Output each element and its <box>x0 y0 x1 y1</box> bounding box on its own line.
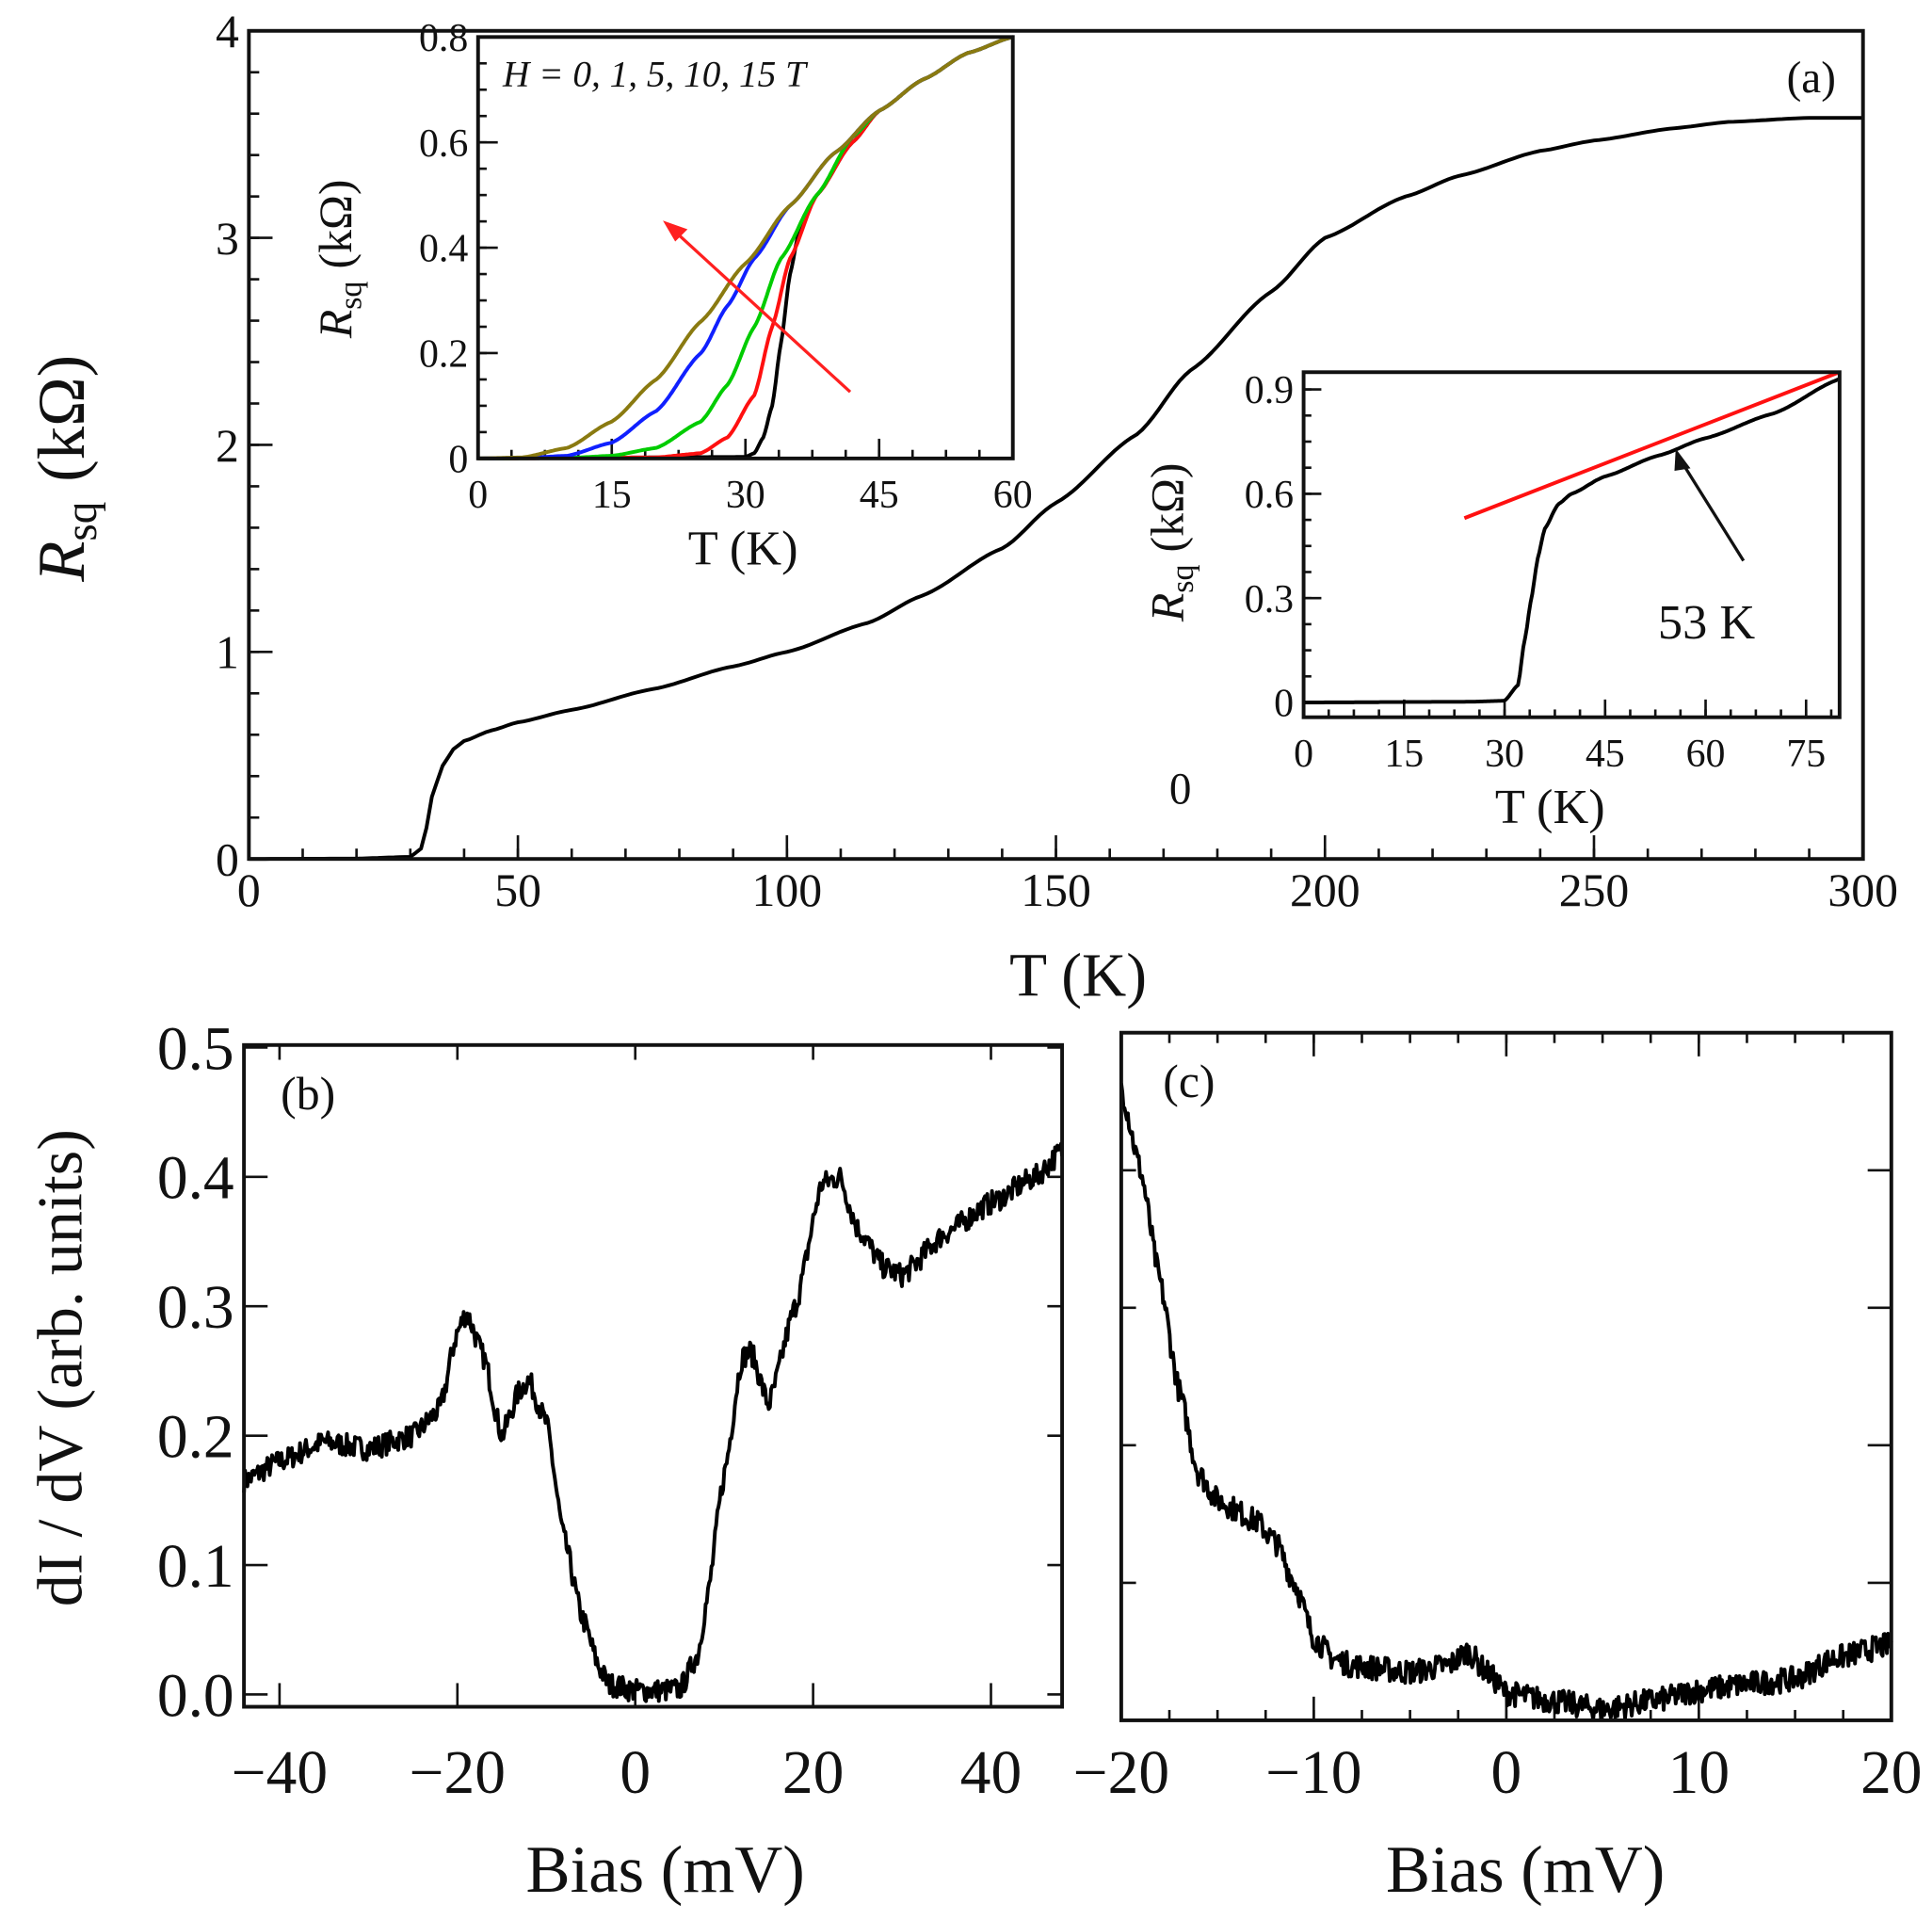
y-tick-label: 0.5 <box>157 1015 234 1083</box>
y-tick-label: 0.1 <box>157 1533 234 1601</box>
y-tick-label: 0 <box>216 834 239 886</box>
stray-zero-label: 0 <box>1169 765 1192 814</box>
y-tick-label: 0.8 <box>419 17 468 60</box>
panel-b-ylabel: dI / dV (arb. units) <box>24 1129 95 1606</box>
x-tick-label: 0 <box>237 864 261 916</box>
x-tick-label: −20 <box>1073 1739 1169 1807</box>
plot-frame <box>247 28 1865 862</box>
x-tick-label: −20 <box>410 1739 506 1807</box>
plot-frame <box>242 1042 1065 1709</box>
x-tick-label: 45 <box>1586 733 1625 776</box>
y-tick-label: 3 <box>216 213 239 265</box>
x-tick-label: 20 <box>1860 1739 1922 1807</box>
x-tick-label: −40 <box>232 1739 328 1807</box>
x-tick-label: 300 <box>1827 864 1898 916</box>
panel-b: −40 −20 0 20 40 0.0 0.1 0.2 0.3 0.4 0.5 <box>157 1015 1065 1807</box>
x-tick-label: 75 <box>1786 733 1826 776</box>
y-tick-label: 0 <box>1274 683 1294 726</box>
y-tick-label: 0.9 <box>1245 369 1294 412</box>
x-tick-label: 100 <box>752 864 823 916</box>
x-tick-label: 0 <box>1294 733 1313 776</box>
x-tick-label: 0 <box>620 1739 651 1807</box>
x-tick-label: 20 <box>782 1739 844 1807</box>
series-line-di-dv <box>242 1141 1065 1703</box>
y-tick-label: 0 <box>448 439 468 482</box>
series-line-rsq <box>1303 377 1841 704</box>
inset-field-xlabel: T (K) <box>688 521 798 575</box>
panel-c-label: (c) <box>1163 1056 1215 1107</box>
x-tick-label: 10 <box>1668 1739 1730 1807</box>
panel-b-xlabel: Bias (mV) <box>526 1833 805 1907</box>
series-line-linear-fit <box>1463 370 1841 521</box>
y-tick-label: 4 <box>216 6 239 57</box>
x-tick-label: 50 <box>494 864 541 916</box>
y-tick-label: 0.3 <box>1245 578 1294 621</box>
inset-field-title: H = 0, 1, 5, 10, 15 T <box>502 55 809 95</box>
inset-linear-xlabel: T (K) <box>1495 780 1605 834</box>
x-tick-label: 40 <box>960 1739 1022 1807</box>
inset-linear-ylabel: Rsq(kΩ) <box>1141 463 1199 623</box>
inset-field-dependence: 0 15 30 45 60 0 0.2 0.4 0.6 0.8 <box>419 17 1033 517</box>
plot-frame <box>475 35 1015 460</box>
inset-background <box>477 37 1013 459</box>
y-tick-label: 0.4 <box>157 1145 234 1213</box>
annotation-53K: 53 K <box>1658 595 1755 650</box>
y-tick-label: 0.2 <box>419 333 468 377</box>
inset-background <box>1303 372 1840 718</box>
y-tick-label: 0.0 <box>157 1662 234 1730</box>
series-line-di-dv <box>1119 1083 1893 1722</box>
y-tick-label: 0.6 <box>419 122 468 166</box>
x-tick-label: 60 <box>1686 733 1726 776</box>
x-tick-label: 60 <box>993 474 1033 517</box>
series-line-rsq <box>249 116 1863 862</box>
panel-c: −20 −10 0 10 20 <box>1073 1030 1923 1807</box>
plot-frame <box>1301 370 1842 719</box>
x-tick-label: 250 <box>1559 864 1630 916</box>
x-tick-label: 15 <box>592 474 632 517</box>
inset-linear-fit: 0 15 30 45 60 75 0 0.3 0.6 0.9 <box>1245 369 1842 776</box>
x-tick-label: 45 <box>860 474 899 517</box>
y-tick-label: 2 <box>216 420 239 472</box>
panel-b-label: (b) <box>281 1068 335 1120</box>
y-tick-label: 0.2 <box>157 1404 234 1472</box>
y-tick-label: 0.3 <box>157 1274 234 1342</box>
x-tick-label: 30 <box>726 474 765 517</box>
panel-a-ylabel: Rsq(kΩ) <box>25 355 106 583</box>
series-line-15-t <box>477 35 1014 460</box>
plot-frame <box>1119 1030 1893 1722</box>
arrowhead-icon <box>663 220 688 242</box>
y-tick-label: 0.6 <box>1245 474 1294 517</box>
field-direction-arrow <box>674 230 852 394</box>
x-tick-label: 0 <box>1490 1739 1521 1807</box>
x-tick-label: 150 <box>1021 864 1091 916</box>
x-tick-label: 15 <box>1384 733 1424 776</box>
annotation-arrow <box>1680 460 1746 562</box>
inset-field-ylabel: Rsq(kΩ) <box>310 180 368 340</box>
y-tick-label: 0.4 <box>419 228 468 271</box>
x-tick-label: −10 <box>1265 1739 1361 1807</box>
x-tick-label: 30 <box>1485 733 1524 776</box>
x-tick-label: 0 <box>468 474 488 517</box>
y-tick-label: 1 <box>216 627 239 679</box>
panel-c-xlabel: Bias (mV) <box>1386 1833 1665 1907</box>
panel-a-xlabel: T (K) <box>1009 942 1147 1009</box>
x-tick-label: 200 <box>1290 864 1360 916</box>
arrowhead-icon <box>1674 448 1691 471</box>
panel-a-label: (a) <box>1787 54 1836 103</box>
